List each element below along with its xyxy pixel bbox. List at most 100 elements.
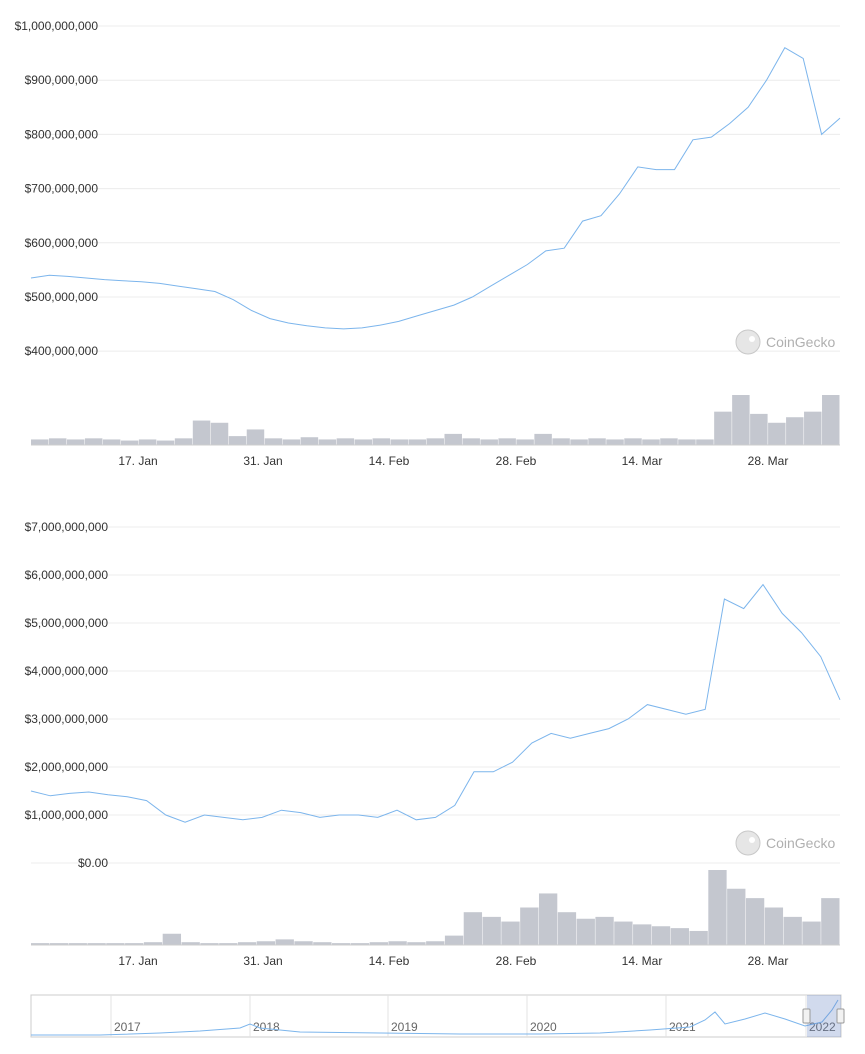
volume-bar bbox=[246, 429, 265, 445]
volume-bar bbox=[501, 921, 520, 945]
navigator-handle-left[interactable] bbox=[802, 1008, 811, 1024]
x-tick-label: 17. Jan bbox=[118, 954, 157, 968]
x-tick-label: 17. Jan bbox=[118, 454, 157, 468]
volume-bar bbox=[714, 411, 732, 445]
c1-volume-bars bbox=[31, 395, 840, 446]
navigator-frame bbox=[30, 994, 842, 1038]
range-navigator[interactable]: 201720182019202020212022 bbox=[30, 994, 845, 1038]
x-tick-label: 14. Mar bbox=[622, 954, 663, 968]
volume-bar bbox=[102, 439, 121, 445]
y-tick-label: $900,000,000 bbox=[25, 73, 99, 87]
volume-bar bbox=[822, 395, 840, 445]
y-tick-label: $5,000,000,000 bbox=[25, 616, 109, 630]
volume-bar bbox=[162, 933, 182, 945]
volume-bar bbox=[264, 438, 283, 445]
volume-bar bbox=[31, 943, 50, 945]
x-tick-label: 31. Jan bbox=[243, 954, 282, 968]
volume-bar bbox=[138, 439, 157, 445]
c1-y-axis: $400,000,000 $500,000,000 $600,000,000 $700… bbox=[15, 19, 99, 358]
navigator-year-label: 2021 bbox=[669, 1020, 696, 1034]
volume-bar bbox=[606, 439, 624, 445]
volume-bar bbox=[200, 943, 219, 945]
volume-bar bbox=[336, 438, 355, 445]
volume-bar bbox=[219, 943, 238, 945]
volume-bar bbox=[576, 918, 595, 945]
volume-bar bbox=[660, 438, 678, 445]
volume-bar bbox=[444, 433, 462, 445]
volume-bar bbox=[48, 438, 67, 445]
volume-chart: $0.00 $1,000,000,000 $2,000,000,000 $3,000,… bbox=[25, 520, 841, 968]
volume-bar bbox=[49, 943, 69, 945]
navigator-selection[interactable] bbox=[807, 995, 841, 1037]
y-tick-label: $600,000,000 bbox=[25, 236, 99, 250]
y-tick-label: $3,000,000,000 bbox=[25, 712, 109, 726]
volume-bar bbox=[804, 411, 822, 445]
volume-bar bbox=[313, 942, 332, 945]
volume-bar bbox=[68, 943, 87, 945]
volume-bar bbox=[282, 439, 301, 445]
volume-bar bbox=[444, 935, 464, 945]
x-tick-label: 14. Mar bbox=[622, 454, 663, 468]
volume-bar bbox=[520, 907, 539, 945]
volume-bar bbox=[732, 395, 750, 445]
volume-bar bbox=[557, 912, 577, 945]
gecko-eye-icon bbox=[749, 336, 755, 342]
navigator-line bbox=[31, 999, 839, 1036]
volume-bar bbox=[727, 888, 746, 945]
volume-bar bbox=[516, 439, 534, 445]
volume-bar bbox=[802, 921, 821, 945]
x-tick-label: 14. Feb bbox=[369, 454, 410, 468]
c1-price-line[interactable] bbox=[30, 47, 841, 330]
volume-bar bbox=[821, 898, 840, 945]
volume-bar bbox=[354, 439, 373, 445]
y-tick-label: $800,000,000 bbox=[25, 127, 99, 141]
volume-bar bbox=[174, 438, 193, 445]
volume-bar bbox=[786, 417, 804, 445]
volume-bar bbox=[275, 939, 294, 945]
volume-bar bbox=[228, 436, 247, 445]
c2-x-axis: 17. Jan 31. Jan 14. Feb 28. Feb 14. Mar 28. M… bbox=[118, 954, 788, 968]
volume-bar bbox=[708, 870, 727, 945]
x-tick-label: 28. Mar bbox=[748, 954, 789, 968]
market-cap-chart: $400,000,000 $500,000,000 $600,000,000 $700… bbox=[15, 19, 841, 468]
volume-bar bbox=[181, 942, 200, 945]
watermark-text: CoinGecko bbox=[766, 835, 835, 851]
volume-bar bbox=[614, 921, 633, 945]
c2-price-line[interactable] bbox=[30, 583, 841, 823]
y-tick-label: $500,000,000 bbox=[25, 290, 99, 304]
volume-bar bbox=[651, 926, 671, 945]
volume-bar bbox=[426, 438, 444, 445]
watermark-text: CoinGecko bbox=[766, 334, 835, 350]
y-tick-label: $7,000,000,000 bbox=[25, 520, 109, 534]
volume-bar bbox=[300, 437, 319, 445]
volume-bar bbox=[372, 438, 391, 445]
volume-bar bbox=[256, 941, 276, 945]
navigator-year-label: 2020 bbox=[530, 1020, 557, 1034]
x-tick-label: 31. Jan bbox=[243, 454, 282, 468]
x-tick-label: 28. Feb bbox=[496, 954, 537, 968]
volume-bar bbox=[480, 439, 498, 445]
volume-bar bbox=[84, 438, 103, 445]
c1-watermark: CoinGecko bbox=[735, 329, 835, 355]
x-tick-label: 14. Feb bbox=[369, 954, 410, 968]
volume-bar bbox=[407, 942, 426, 945]
volume-bar bbox=[237, 942, 257, 945]
y-tick-label: $4,000,000,000 bbox=[25, 664, 109, 678]
volume-bar bbox=[633, 924, 652, 945]
y-tick-label: $400,000,000 bbox=[25, 344, 99, 358]
volume-bar bbox=[588, 438, 606, 445]
volume-bar bbox=[87, 943, 106, 945]
c1-x-axis: 17. Jan 31. Jan 14. Feb 28. Feb 14. Mar 28. M… bbox=[118, 454, 788, 468]
volume-bar bbox=[764, 907, 784, 945]
navigator-handle-right[interactable] bbox=[836, 1008, 845, 1024]
volume-bar bbox=[745, 898, 765, 945]
y-tick-label: $700,000,000 bbox=[25, 182, 99, 196]
volume-bar bbox=[156, 440, 175, 445]
y-tick-label: $1,000,000,000 bbox=[15, 19, 99, 33]
navigator-year-axis: 201720182019202020212022 bbox=[110, 995, 836, 1037]
y-tick-label: $2,000,000,000 bbox=[25, 760, 109, 774]
y-tick-label: $1,000,000,000 bbox=[25, 808, 109, 822]
volume-bar bbox=[192, 420, 211, 445]
volume-bar bbox=[408, 439, 427, 445]
